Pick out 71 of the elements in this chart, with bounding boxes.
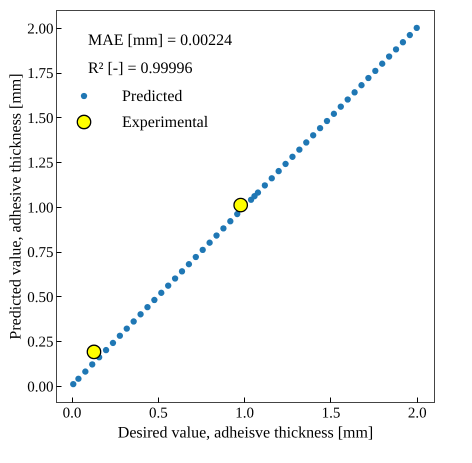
annotation: R² [-] = 0.99996 <box>88 60 192 77</box>
point <box>165 282 172 289</box>
annotation: MAE [mm] = 0.00224 <box>88 32 232 49</box>
y-tick-label: 2.00 <box>27 21 54 38</box>
y-axis-title: Predicted value, adhesive thickness [mm] <box>7 73 24 340</box>
x-tick-label: 0.0 <box>62 406 82 422</box>
point <box>200 246 206 254</box>
point <box>379 60 386 67</box>
point <box>130 318 137 325</box>
point <box>400 39 406 46</box>
point <box>248 196 254 203</box>
y-tick-label: 1.50 <box>27 110 54 127</box>
point <box>296 146 303 153</box>
point <box>282 160 289 168</box>
point <box>144 304 151 310</box>
point <box>234 210 240 218</box>
point <box>338 104 344 110</box>
point <box>386 53 392 60</box>
point <box>344 96 351 103</box>
point <box>316 124 324 132</box>
y-tick-label: 0.50 <box>27 290 54 306</box>
x-tick-label: 2.0 <box>408 406 427 422</box>
point <box>233 198 248 212</box>
point <box>75 376 82 382</box>
point <box>137 311 144 318</box>
y-tick-label: 1.75 <box>27 66 54 82</box>
point <box>124 325 130 332</box>
point <box>268 175 275 182</box>
point <box>220 225 227 232</box>
point <box>192 254 199 260</box>
point <box>82 368 89 375</box>
point <box>303 139 310 146</box>
point <box>116 332 124 339</box>
point <box>262 182 268 189</box>
x-tick-label: 1.5 <box>322 406 340 422</box>
point <box>151 296 158 304</box>
point <box>206 240 213 246</box>
point <box>158 290 164 296</box>
y-tick-label: 0.25 <box>27 334 54 351</box>
x-tick-label: 1.0 <box>235 406 254 422</box>
point <box>213 232 220 239</box>
point <box>310 132 316 138</box>
point <box>275 168 282 174</box>
point <box>102 346 110 354</box>
point <box>414 24 420 32</box>
y-tick-label: 0.75 <box>27 245 54 262</box>
point <box>351 89 358 96</box>
y-tick-label: 1.00 <box>27 200 54 216</box>
point <box>289 154 296 160</box>
legend-label: Experimental <box>122 114 209 131</box>
y-tick-label: 1.25 <box>27 156 54 172</box>
point <box>392 46 400 53</box>
point <box>324 118 330 124</box>
point <box>254 189 262 196</box>
point <box>86 344 102 360</box>
legend-label: Predicted <box>122 88 182 105</box>
point <box>358 82 365 88</box>
point <box>89 361 96 368</box>
x-tick-label: 0.5 <box>148 406 168 422</box>
point <box>178 268 186 274</box>
point <box>186 261 192 268</box>
point <box>227 218 234 224</box>
point <box>172 275 178 282</box>
y-tick-label: 0.00 <box>27 379 54 396</box>
point <box>110 340 116 346</box>
point <box>372 68 378 74</box>
x-axis-title: Desired value, adheisve thickness [mm] <box>118 424 374 442</box>
point <box>406 32 413 38</box>
point <box>330 110 338 117</box>
point <box>365 74 372 82</box>
point <box>70 380 76 388</box>
